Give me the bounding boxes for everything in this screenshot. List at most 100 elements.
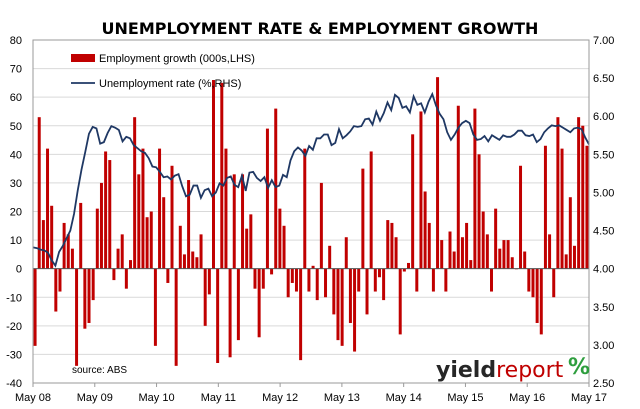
left-tick-label: 30 (10, 178, 22, 190)
employment-bar (452, 251, 456, 269)
employment-bar (477, 154, 481, 269)
employment-bar (353, 268, 357, 352)
employment-bar (124, 268, 128, 289)
employment-bar (427, 222, 431, 269)
employment-bar (411, 134, 415, 269)
employment-bar (170, 165, 174, 269)
employment-bar (104, 151, 108, 269)
left-tick-label: 60 (10, 92, 22, 104)
employment-bar (386, 220, 390, 269)
employment-bar (46, 148, 50, 269)
employment-bar (182, 254, 186, 269)
employment-bar (365, 268, 369, 315)
employment-bar (481, 211, 485, 269)
employment-bar (465, 222, 469, 269)
employment-bar (37, 117, 41, 269)
employment-bar (303, 148, 307, 269)
employment-bar (377, 268, 381, 278)
employment-bar (556, 117, 560, 269)
right-tick-label: 5.00 (593, 187, 614, 199)
employment-bar (278, 208, 282, 269)
employment-bar (108, 160, 112, 269)
employment-bar (332, 268, 336, 315)
employment-bar (290, 268, 294, 283)
left-tick-label: 80 (10, 35, 22, 47)
employment-bar (224, 148, 228, 269)
left-tick-label: -10 (6, 292, 22, 304)
x-tick-label: May 10 (139, 392, 175, 404)
source-note: source: ABS (72, 365, 127, 376)
employment-bar (99, 182, 103, 269)
employment-bar (390, 222, 394, 269)
chart-title: UNEMPLOYMENT RATE & EMPLOYMENT GROWTH (102, 19, 539, 38)
left-tick-label: -30 (6, 349, 22, 361)
employment-bar (178, 225, 182, 269)
employment-bar (50, 205, 54, 269)
employment-bar (145, 217, 149, 269)
employment-bar (548, 234, 552, 269)
employment-bar (498, 248, 502, 269)
employment-bar (265, 128, 269, 269)
gridlines (33, 39, 589, 384)
employment-bar (402, 268, 406, 272)
employment-bar (456, 105, 460, 269)
employment-bar (581, 125, 585, 269)
legend-line-label: Unemployment rate (%,RHS) (99, 78, 241, 90)
x-tick-label: May 15 (447, 392, 483, 404)
employment-bar (419, 111, 423, 269)
employment-bar (527, 268, 531, 292)
right-tick-label: 3.50 (593, 302, 614, 314)
employment-bar (261, 268, 265, 289)
employment-bar (216, 268, 220, 363)
right-tick-label: 7.00 (593, 35, 614, 47)
svg-text:yieldreport: yieldreport (436, 358, 564, 383)
employment-bar (116, 248, 120, 269)
employment-bar (41, 220, 45, 269)
employment-bar (294, 268, 298, 292)
employment-bar (54, 268, 58, 312)
employment-bar (79, 202, 83, 269)
employment-bar (174, 268, 178, 366)
right-tick-label: 6.50 (593, 73, 614, 85)
employment-bar (373, 268, 377, 292)
employment-bar (212, 80, 215, 269)
employment-bar (348, 268, 352, 323)
employment-bar (523, 251, 527, 269)
left-tick-label: -40 (6, 378, 22, 390)
employment-bar (319, 182, 323, 269)
employment-bar (336, 268, 340, 341)
employment-bar (75, 268, 79, 366)
employment-bar (382, 268, 386, 301)
employment-bar (490, 268, 493, 292)
employment-bar (270, 268, 274, 275)
employment-bar (357, 268, 361, 292)
employment-bar (299, 268, 303, 361)
left-axis: -40 -30 -20 -10 0 10 20 30 40 50 60 70 80 (6, 35, 22, 390)
right-tick-label: 5.50 (593, 149, 614, 161)
employment-bar (137, 174, 141, 269)
employment-bar (423, 191, 427, 269)
employment-bar (158, 148, 162, 269)
employment-bar (572, 245, 576, 269)
employment-bar (133, 117, 137, 269)
employment-bar (560, 148, 564, 269)
x-tick-label: May 13 (324, 392, 360, 404)
employment-bar (307, 268, 311, 292)
x-tick-label: May 16 (509, 392, 545, 404)
employment-bar (245, 228, 249, 269)
employment-bar (564, 254, 568, 269)
employment-bar (444, 268, 448, 292)
employment-bar (286, 268, 290, 298)
right-tick-label: 3.00 (593, 340, 614, 352)
employment-bar (568, 197, 572, 269)
employment-bar (311, 265, 315, 269)
employment-bar (249, 214, 253, 269)
legend: Employment growth (000s,LHS) Unemploymen… (71, 53, 255, 90)
x-tick-label: May 11 (201, 392, 236, 404)
legend-bar-swatch (71, 54, 95, 62)
employment-bar (232, 174, 236, 269)
employment-bar (282, 225, 286, 269)
employment-bar (519, 165, 523, 269)
employment-bar (407, 262, 410, 269)
left-tick-label: 50 (10, 121, 22, 133)
